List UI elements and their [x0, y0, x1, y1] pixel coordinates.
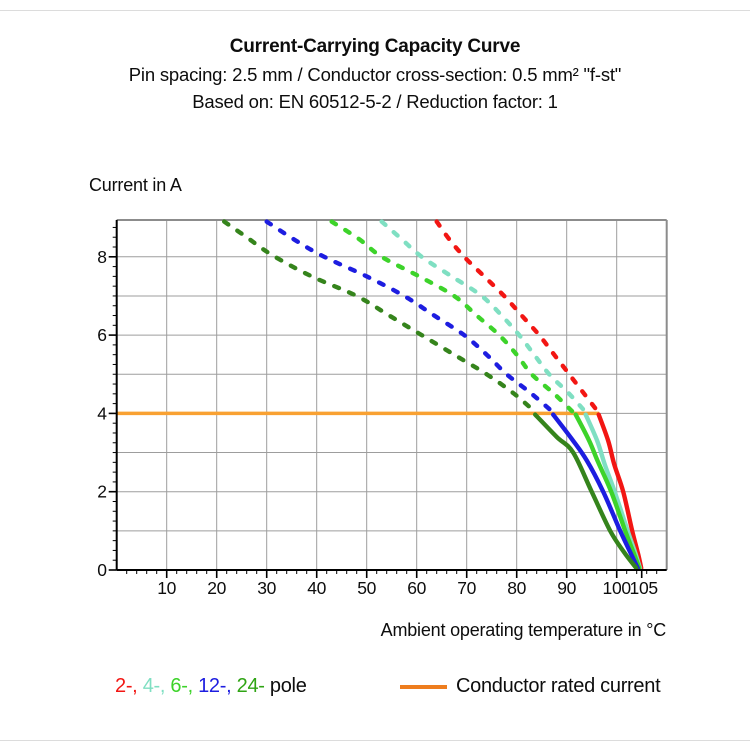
y-tick-label: 2 [97, 482, 106, 502]
y-axis-title: Current in A [89, 175, 182, 195]
curve-24-pole-solid [533, 412, 639, 571]
y-tick-label: 4 [97, 403, 107, 423]
x-tick-label: 40 [307, 578, 326, 598]
x-tick-label: 100 [603, 578, 632, 598]
legend-pole-list: 2-, 4-, 6-, 12-, 24- pole [115, 675, 307, 698]
curve-4-pole-derating-dashed [379, 219, 589, 416]
curve-24-pole-derating-dashed [222, 219, 539, 416]
x-tick-label: 70 [457, 578, 476, 598]
curve-6-pole-derating-dashed [329, 219, 577, 416]
x-tick-label: 30 [257, 578, 276, 598]
y-tick-label: 8 [97, 247, 106, 267]
x-tick-label: 50 [357, 578, 376, 598]
legend-item-6-pole: 6-, [170, 675, 199, 697]
legend-item-2-pole: 2-, [115, 675, 143, 697]
rated-current-label: Conductor rated current [456, 675, 661, 697]
x-tick-label: 60 [407, 578, 426, 598]
curve-2-pole-derating-dashed [434, 219, 602, 416]
x-tick-label: 90 [557, 578, 576, 598]
y-tick-label: 6 [97, 325, 106, 345]
x-axis-title: Ambient operating temperature in °C [380, 620, 667, 640]
chart-header: Current-Carrying Capacity Curve Pin spac… [0, 33, 750, 116]
legend-item-4-pole: 4-, [142, 675, 171, 697]
y-tick-label: 0 [97, 560, 107, 580]
curve-6-pole-solid [573, 412, 642, 571]
rated-current-line-swatch [400, 684, 447, 689]
chart-title: Current-Carrying Capacity Curve [229, 36, 521, 57]
legend-item-24-pole: 24- [236, 675, 265, 697]
curve-12-pole-solid [551, 412, 640, 571]
legend-item-12-pole: 12-, [198, 675, 237, 697]
x-tick-label: 105 [630, 578, 658, 598]
curve-2-pole-solid [596, 412, 644, 571]
bottom-divider [0, 740, 750, 741]
x-tick-label: 80 [507, 578, 526, 598]
legend-pole-suffix: pole [264, 675, 307, 697]
x-tick-label: 10 [157, 578, 176, 598]
x-tick-label: 20 [207, 578, 226, 598]
legend-rated-current: Conductor rated current [400, 675, 661, 698]
top-divider [0, 10, 750, 11]
chart-subtitle-basis: Based on: EN 60512-5-2 / Reduction facto… [192, 91, 558, 112]
chart-subtitle-spec: Pin spacing: 2.5 mm / Conductor cross-se… [128, 63, 622, 85]
curve-12-pole-derating-dashed [264, 219, 557, 416]
